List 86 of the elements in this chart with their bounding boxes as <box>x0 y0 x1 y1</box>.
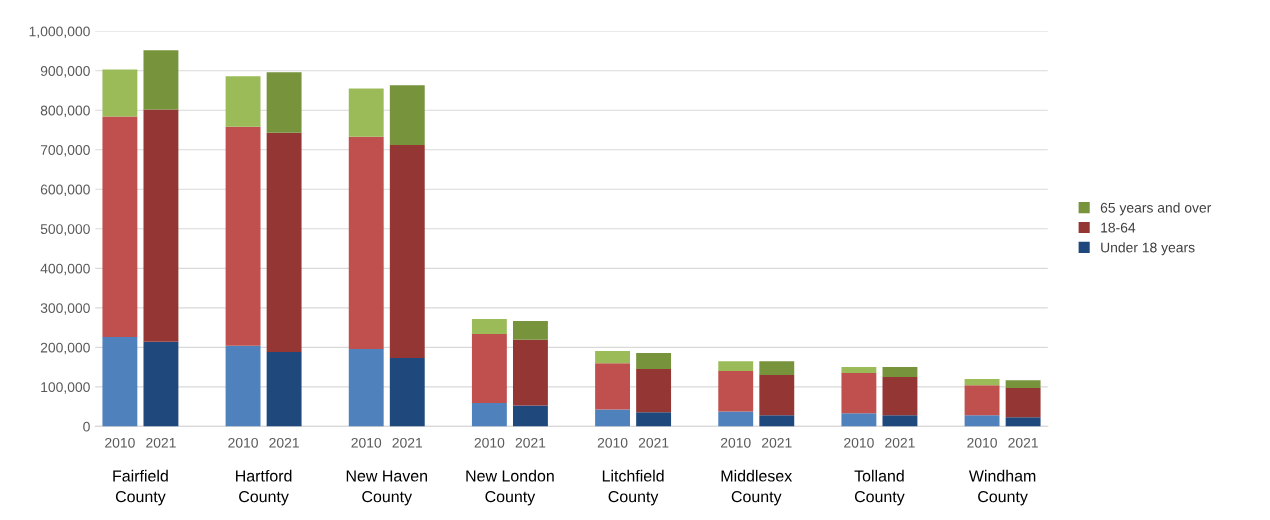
bar <box>225 126 261 346</box>
bar <box>266 352 302 427</box>
bar <box>759 375 795 416</box>
bar <box>1005 417 1041 427</box>
bar <box>102 337 138 427</box>
bar <box>348 136 384 349</box>
bar <box>636 369 672 413</box>
bar <box>636 412 672 427</box>
x-tick-label: 2021 <box>515 437 546 448</box>
bar <box>841 413 877 427</box>
bar <box>636 352 672 370</box>
x-tick-label: 2010 <box>720 437 751 448</box>
bar <box>841 373 877 414</box>
bar <box>471 318 507 334</box>
bar <box>102 116 138 338</box>
bar <box>882 415 918 427</box>
text: Tolland County <box>854 469 905 506</box>
x-tick-label: 2021 <box>638 437 669 448</box>
text: Hartford County <box>236 469 292 506</box>
bar <box>718 371 754 412</box>
y-tick-label: 300,000 <box>40 303 90 315</box>
bar <box>143 109 179 342</box>
bar <box>759 415 795 427</box>
bar <box>225 76 261 127</box>
y-tick-label: 0 <box>83 421 90 432</box>
x-tick-label: 2010 <box>105 437 135 448</box>
bar <box>1005 388 1041 418</box>
x-tick-label: 2021 <box>762 437 792 448</box>
bar <box>718 361 754 372</box>
y-tick-label: 200,000 <box>40 342 90 355</box>
bar <box>389 85 425 146</box>
x-tick-label: 2021 <box>885 437 915 448</box>
x-tick-label: 2010 <box>351 437 382 448</box>
bar <box>389 358 425 427</box>
x-tick-label: 2010 <box>967 437 997 448</box>
x-tick-label: 2010 <box>228 437 258 448</box>
bar <box>595 350 630 364</box>
bar <box>513 339 548 406</box>
bar <box>964 378 1000 386</box>
bar <box>1005 380 1041 389</box>
x-tick-label: 2021 <box>146 437 176 448</box>
y-tick-label: 900,000 <box>40 66 90 78</box>
text: New Haven County <box>346 470 427 506</box>
y-tick-label: 600,000 <box>40 184 90 197</box>
bar <box>964 415 1000 427</box>
bar <box>266 132 302 353</box>
legend-label: Under 18 years <box>1101 242 1195 256</box>
x-tick-label: 2010 <box>844 437 874 448</box>
x-tick-label: 2021 <box>392 437 423 448</box>
x-tick-label: 2010 <box>474 437 505 448</box>
bar <box>759 361 795 376</box>
bar <box>964 385 1000 416</box>
y-tick-label: 500,000 <box>40 224 90 236</box>
x-tick-label: 2021 <box>1008 437 1038 448</box>
bar <box>595 409 630 427</box>
bar <box>389 145 425 359</box>
bar <box>718 411 754 427</box>
legend-label: 65 years and over <box>1100 202 1212 216</box>
bar <box>102 69 138 117</box>
text: Windham County <box>968 469 1036 506</box>
bar <box>471 333 507 404</box>
x-tick-label: 2021 <box>269 437 299 448</box>
legend-label: 18-64 <box>1101 222 1136 233</box>
text: Fairfield County <box>113 469 168 506</box>
bar <box>595 363 630 410</box>
bar <box>513 405 548 427</box>
bar <box>143 341 179 427</box>
y-tick-label: 800,000 <box>40 105 90 118</box>
bar <box>882 377 918 416</box>
bar <box>348 88 384 137</box>
text: Litchfield County <box>602 469 664 506</box>
bar <box>841 367 877 374</box>
bar <box>348 348 384 427</box>
y-tick-label: 1,000,000 <box>29 26 90 39</box>
y-tick-label: 400,000 <box>40 263 90 276</box>
x-tick-label: 2010 <box>597 437 628 448</box>
y-tick-label: 100,000 <box>41 382 90 394</box>
y-tick-label: 700,000 <box>40 145 90 157</box>
bar <box>882 367 918 377</box>
bar <box>143 50 179 110</box>
bar <box>225 345 261 427</box>
text: New London County <box>466 469 554 506</box>
text: Middlesex County <box>721 469 793 506</box>
bar <box>471 403 507 427</box>
bar <box>513 320 548 340</box>
bar <box>266 72 302 133</box>
